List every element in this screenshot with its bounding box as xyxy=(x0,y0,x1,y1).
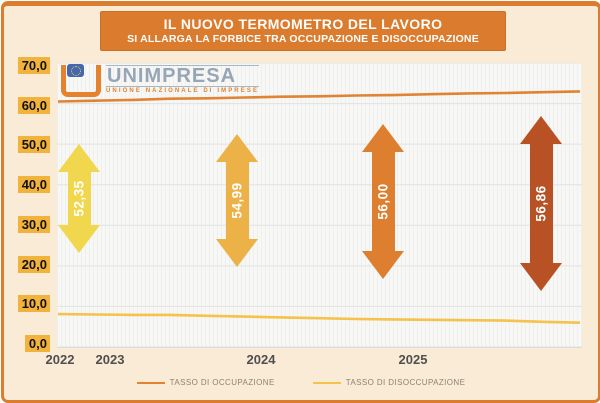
chart-title: IL NUOVO TERMOMETRO DEL LAVORO xyxy=(163,15,443,32)
logo-tagline: UNIONE NAZIONALE DI IMPRESE xyxy=(106,88,260,94)
gap-arrow: 52,35 xyxy=(58,144,100,253)
chart-subtitle: SI ALLARGA LA FORBICE TRA OCCUPAZIONE E … xyxy=(127,33,479,46)
y-tick-label: 70,0 xyxy=(17,57,50,74)
legend-label: TASSO DI OCCUPAZIONE xyxy=(169,378,275,387)
y-tick: 50,0 xyxy=(4,136,50,154)
series-line-tasso-di-occupazione xyxy=(57,90,581,103)
chart-plot-area xyxy=(57,63,582,348)
gap-arrow: 56,00 xyxy=(362,124,404,279)
eu-stars-icon xyxy=(70,65,81,76)
arrow-up-head-icon xyxy=(58,144,100,172)
arrow-shaft: 54,99 xyxy=(225,162,249,239)
legend-item: TASSO DI DISOCCUPAZIONE xyxy=(312,378,466,387)
arrow-shaft: 52,35 xyxy=(67,172,91,225)
arrow-down-head-icon xyxy=(58,225,100,253)
logo-name: UNIMPRESA xyxy=(106,65,260,87)
gap-arrow-label: 56,86 xyxy=(533,185,549,222)
y-tick: 70,0 xyxy=(4,57,50,75)
x-tick-label: 2023 xyxy=(95,352,125,367)
legend-line-swatch xyxy=(312,381,341,384)
arrow-down-head-icon xyxy=(216,239,258,267)
y-tick: 60,0 xyxy=(4,97,50,115)
y-tick-label: 10,0 xyxy=(17,295,50,312)
arrow-down-head-icon xyxy=(362,251,404,279)
legend-label: TASSO DI DISOCCUPAZIONE xyxy=(345,378,466,387)
gap-arrow-label: 52,35 xyxy=(71,180,87,217)
y-tick: 10,0 xyxy=(4,295,50,313)
y-tick-label: 0,0 xyxy=(24,335,50,352)
x-tick-label: 2022 xyxy=(45,352,75,367)
arrow-shaft: 56,00 xyxy=(371,152,395,251)
gap-arrow-label: 56,00 xyxy=(375,183,391,220)
y-tick: 30,0 xyxy=(4,216,50,234)
chart-canvas xyxy=(57,63,582,347)
eu-flag-icon xyxy=(67,64,84,77)
arrow-up-head-icon xyxy=(520,116,562,144)
arrow-shaft: 56,86 xyxy=(529,144,553,263)
x-tick-label: 2025 xyxy=(398,352,428,367)
y-tick-label: 60,0 xyxy=(17,97,50,114)
y-tick: 40,0 xyxy=(4,176,50,194)
unimpresa-logo: UNIMPRESA UNIONE NAZIONALE DI IMPRESE xyxy=(61,64,260,97)
gap-arrow-label: 54,99 xyxy=(229,182,245,219)
arrow-up-head-icon xyxy=(362,124,404,152)
logo-u-icon xyxy=(61,64,101,97)
gap-arrow: 56,86 xyxy=(520,116,562,291)
y-tick-label: 30,0 xyxy=(17,216,50,233)
y-tick-label: 50,0 xyxy=(17,136,50,153)
legend-item: TASSO DI OCCUPAZIONE xyxy=(136,378,275,387)
y-tick-label: 20,0 xyxy=(17,256,50,273)
y-tick-label: 40,0 xyxy=(17,176,50,193)
series-line-tasso-di-disoccupazione xyxy=(57,312,581,324)
arrow-up-head-icon xyxy=(216,134,258,162)
y-tick: 20,0 xyxy=(4,256,50,274)
y-tick: 0,0 xyxy=(4,335,50,353)
gap-arrow: 54,99 xyxy=(216,134,258,267)
legend-line-swatch xyxy=(136,381,165,384)
legend: TASSO DI OCCUPAZIONE TASSO DI DISOCCUPAZI… xyxy=(4,378,598,387)
arrow-down-head-icon xyxy=(520,263,562,291)
logo-text: UNIMPRESA UNIONE NAZIONALE DI IMPRESE xyxy=(106,65,260,94)
title-banner: IL NUOVO TERMOMETRO DEL LAVORO SI ALLARG… xyxy=(100,11,506,51)
x-tick-label: 2024 xyxy=(246,352,276,367)
